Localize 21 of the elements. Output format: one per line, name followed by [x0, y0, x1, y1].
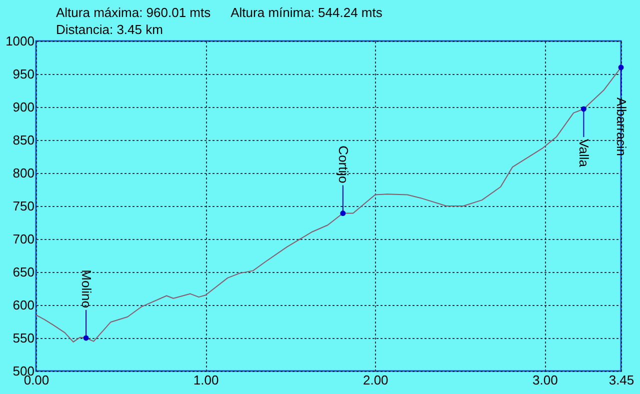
annotation: Albarracin [614, 97, 629, 156]
text: Altura mínima: 544.24 mts [230, 4, 382, 21]
y-tick-label: 700 [12, 232, 34, 246]
x-tick-label: 2.00 [362, 372, 388, 388]
text: Altura máxima: 960.01 mts [56, 4, 211, 21]
y-tick-label: 850 [12, 132, 34, 148]
y-tick-label: 550 [12, 330, 34, 346]
x-tick-label: 3.00 [532, 372, 558, 388]
y-tick-label: 600 [12, 298, 34, 312]
annotation: Molino [79, 270, 94, 308]
annotation: Cortijo [336, 146, 351, 184]
y-tick-label: 800 [12, 166, 34, 180]
y-tick-label: 950 [12, 66, 34, 82]
y-tick-label: 750 [12, 198, 34, 214]
x-tick-label: 3.45 [608, 372, 634, 388]
x-tick-label: 1.00 [193, 372, 219, 388]
text: Distancia: 3.45 km [56, 21, 163, 38]
annotation: Valla [576, 139, 592, 168]
y-tick-label: 1000 [6, 34, 34, 48]
y-tick-label: 900 [12, 100, 34, 114]
y-tick-label: 650 [12, 264, 34, 280]
